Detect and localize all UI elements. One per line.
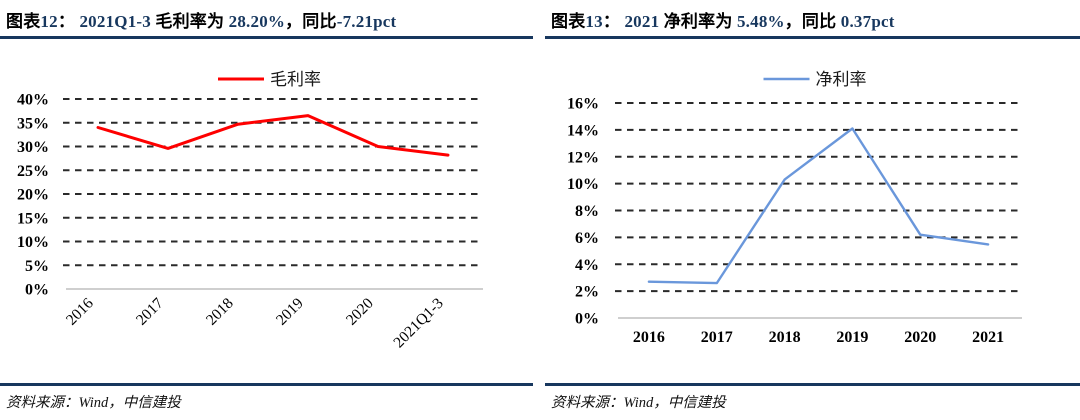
figure-12-bottom-rule [0,383,533,386]
figure-13-title-rule [545,36,1080,39]
x-axis-labels: 2016 2017 2018 2019 2020 2021 [633,329,1004,346]
y-gridlines [615,102,1022,319]
figure-13-bottom-rule [545,383,1080,386]
legend: 净利率 [763,70,867,89]
x-tick-label: 2020 [343,295,377,329]
title-segment: 28.20% [228,12,286,31]
x-tick-label: 2018 [203,295,237,329]
figure-12-source: 资料来源：Wind，中信建投 [6,395,181,411]
y-tick-label: 8% [575,203,599,220]
legend-label: 净利率 [816,70,867,89]
title-segment: ，同比 [285,12,337,31]
legend-label: 毛利率 [270,70,321,89]
x-tick-label: 2016 [63,295,97,329]
title-segment: 12 [40,12,58,31]
net-margin-line-chart: 0%2%4%6%8%10%12%14%16%2016 2017 2018 2019 20… [567,70,1022,346]
x-tick-label: 2019 [273,295,307,329]
figure-12-title: 图表12： 2021Q1-3 毛利率为 28.20%，同比-7.21pct [6,7,396,32]
gross-margin-line-chart: 0%5%10%15%20%25%30%35%40%2016 2017 2018 201… [17,70,483,352]
y-tick-label: 2% [575,284,599,301]
title-segment: ，同比 [784,12,841,31]
figure-13-source: 资料来源：Wind，中信建投 [551,395,726,411]
title-segment: 图表 [6,12,41,31]
x-tick-label: 2018 [769,329,801,346]
y-tick-label: 0% [575,311,599,328]
x-tick-label: 2020 [904,329,936,346]
title-segment: 图表 [551,12,586,31]
y-axis-labels: 0% 5% 10% 15% 20% 25% 30% 35% 40% [17,92,49,299]
y-tick-label: 20% [17,187,49,204]
x-tick-label: 2016 [633,329,665,346]
title-segment: 13 [585,12,603,31]
y-tick-label: 12% [567,149,599,166]
x-tick-label: 2017 [133,295,167,329]
y-tick-label: 10% [567,176,599,193]
figure-13-title: 图表13： 2021 净利率为 5.48%，同比 0.37pct [551,7,895,32]
y-tick-label: 10% [17,234,49,251]
y-tick-label: 14% [567,122,599,139]
y-tick-label: 40% [17,92,49,109]
title-segment: 2021Q1-3 [79,12,156,31]
legend: 毛利率 [218,70,321,89]
title-segment: 净利率为 [663,12,737,31]
title-segment: 5.48% [736,12,785,31]
title-segment: ： [602,12,625,31]
series-line [96,114,450,157]
figure-12-title-rule [0,36,533,39]
y-gridlines [63,98,483,290]
x-axis-labels: 2016 2017 2018 2019 2020 2021Q1-3 [63,295,447,352]
y-axis-labels: 0% 2% 4% 6% 8% 10% 12% 14% 16% [567,96,599,328]
x-tick-label: 2017 [701,329,733,346]
y-tick-label: 0% [25,282,49,299]
title-segment: 毛利率为 [155,12,229,31]
y-tick-label: 5% [25,258,49,275]
title-segment: -7.21pct [336,12,397,31]
title-segment: 0.37pct [840,12,895,31]
title-segment: ： [57,12,80,31]
y-tick-label: 25% [17,163,49,180]
y-tick-label: 16% [567,96,599,113]
series-line [647,127,990,285]
title-segment: 2021 [624,12,664,31]
x-tick-label: 2021 [972,329,1004,346]
x-tick-label: 2021Q1-3 [390,295,447,352]
y-tick-label: 15% [17,210,49,227]
y-tick-label: 4% [575,257,599,274]
y-tick-label: 6% [575,230,599,247]
y-tick-label: 35% [17,115,49,132]
y-tick-label: 30% [17,139,49,156]
x-tick-label: 2019 [836,329,868,346]
